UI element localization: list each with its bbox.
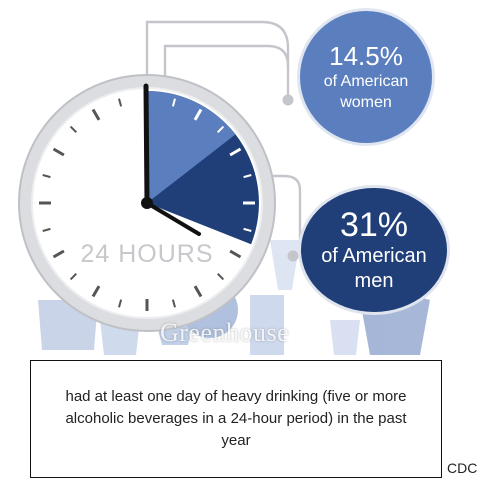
women-stat-bubble: 14.5% of American women (300, 11, 432, 143)
clock-tick (243, 174, 252, 179)
minute-hand (145, 201, 201, 236)
clock-tick (42, 174, 51, 179)
clock: 24 HOURS (18, 74, 276, 332)
women-label-line1: of American (323, 73, 409, 90)
clock-tick (171, 299, 176, 308)
men-label-line2: men (354, 270, 394, 292)
watermark: Greenhouse (160, 318, 290, 347)
clock-tick (171, 98, 176, 107)
clock-tick (229, 249, 242, 259)
clock-tick (193, 285, 203, 298)
men-label-line1: of American (321, 245, 427, 267)
clock-tick (193, 108, 203, 121)
caption-box: had at least one day of heavy drinking (… (30, 360, 442, 478)
connector-dot-women (282, 94, 294, 106)
clock-tick (69, 125, 78, 134)
hour-hand (143, 83, 150, 206)
clock-tick (52, 147, 65, 157)
women-percent: 14.5% (329, 41, 403, 71)
clock-tick (243, 227, 252, 232)
men-stat-bubble: 31% of American men (301, 188, 447, 312)
men-percent: 31% (339, 206, 409, 244)
connector-lines (145, 20, 302, 248)
clock-tick (216, 272, 225, 281)
clock-tick (91, 285, 101, 298)
clock-tick (69, 272, 78, 281)
clock-tick (42, 227, 51, 232)
clock-tick (118, 98, 123, 107)
connector-dot-men (287, 250, 299, 262)
illustration: 24 HOURS (18, 20, 430, 355)
clock-tick (91, 108, 101, 121)
caption-text: had at least one day of heavy drinking (… (65, 388, 407, 449)
clock-tick (118, 299, 123, 308)
clock-tick (52, 249, 65, 259)
source-credit: CDC (447, 460, 478, 476)
clock-tick (229, 147, 242, 157)
clock-ticks (39, 95, 255, 311)
clock-center (141, 197, 153, 209)
clock-tick (216, 125, 225, 134)
women-label-line2: women (340, 94, 392, 111)
women-share-wedge (147, 91, 236, 203)
clock-label: 24 HOURS (80, 240, 213, 268)
